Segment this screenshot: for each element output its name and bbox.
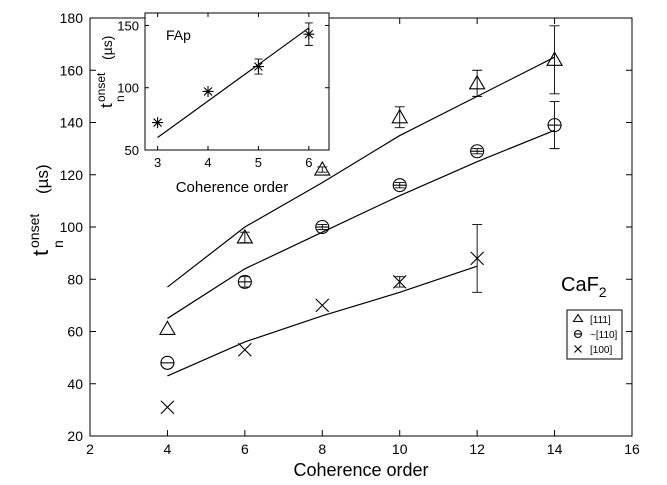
inset-data-markers: [152, 22, 315, 129]
main-error-bar: [549, 25, 560, 95]
inset-y-tick-label: 50: [125, 143, 139, 158]
main-marker-x: [160, 400, 175, 415]
main-marker-x: [392, 274, 407, 289]
inset-marker-asterisk: [303, 28, 315, 40]
main-y-tick-label: 160: [60, 62, 84, 78]
main-x-tick-label: 4: [164, 441, 172, 457]
inset-x-tick-label: 5: [255, 155, 262, 170]
inset-y-tick-label: 150: [117, 18, 139, 33]
inset-x-tick-label: 3: [154, 155, 161, 170]
main-y-tick-label: 40: [67, 376, 83, 392]
main-x-tick-label: 6: [241, 441, 249, 457]
inset-x-tick-label: 6: [305, 155, 312, 170]
main-marker-triangle: [313, 160, 331, 176]
inset-x-tick-label: 4: [204, 155, 211, 170]
main-marker-triangle: [391, 108, 409, 124]
main-marker-x: [470, 251, 485, 266]
main-x-tick-label: 12: [469, 441, 485, 457]
inset-y-label-unit: (µs): [99, 36, 115, 60]
inset-marker-asterisk: [152, 117, 164, 129]
inset-fit-line-0: [157, 27, 310, 139]
main-marker-x: [237, 342, 252, 357]
main-y-tick-label: 180: [60, 10, 84, 26]
main-y-axis-label: t onset n (µs): [26, 164, 66, 256]
main-x-tick-label: 14: [547, 441, 563, 457]
main-marker-triangle: [468, 74, 486, 90]
inset-plot-frame: [144, 12, 330, 151]
main-y-label-sup: onset: [26, 214, 42, 248]
main-marker-circle: [470, 144, 485, 159]
main-marker-circle: [315, 219, 330, 235]
main-fit-line-1: [167, 129, 555, 319]
material-annotation: CaF2: [561, 274, 607, 300]
main-x-tick-label: 2: [86, 441, 94, 457]
main-y-tick-label: 100: [60, 219, 84, 235]
main-y-label-unit: (µs): [33, 164, 52, 194]
legend-marker-circle: [573, 329, 583, 339]
main-data-markers: [158, 25, 564, 415]
inset-y-label-main: t: [97, 103, 116, 108]
main-y-label-main: t: [28, 250, 53, 256]
inset-y-label-sub: n: [113, 95, 127, 102]
legend-marker-triangle: [572, 313, 584, 323]
main-marker-triangle: [236, 228, 254, 244]
inset-fit-lines: [157, 27, 310, 139]
legend-marker-x: [574, 345, 582, 353]
legend: [111] ~[110] [100]: [566, 309, 623, 360]
material-annotation-sub: 2: [599, 284, 607, 300]
main-y-tick-label: 80: [67, 271, 83, 287]
inset-chart: 3 4 5 6 50 100 150 FAp Coherence order t onset…: [94, 12, 330, 196]
main-marker-circle: [392, 178, 407, 193]
material-annotation-main: CaF: [561, 274, 599, 296]
main-fit-lines: [167, 56, 555, 377]
legend-markers: [572, 313, 584, 353]
main-x-axis-label: Coherence order: [293, 460, 428, 480]
main-fit-line-0: [167, 56, 555, 288]
legend-label-100: [100]: [590, 345, 612, 356]
inset-x-axis-label: Coherence order: [176, 179, 289, 196]
main-error-bar: [472, 69, 483, 97]
inset-marker-asterisk: [202, 85, 214, 97]
main-fit-line-2: [167, 265, 478, 377]
inset-y-axis-label: t onset n (µs): [94, 36, 127, 108]
inset-axis-ticks: 3 4 5 6 50 100 150: [117, 13, 329, 170]
main-marker-circle: [237, 274, 252, 289]
inset-y-tick-label: 100: [117, 81, 139, 96]
main-y-tick-label: 120: [60, 167, 84, 183]
inset-marker-asterisk: [252, 61, 264, 73]
main-error-bar: [239, 231, 250, 244]
main-marker-triangle: [158, 320, 176, 335]
legend-label-111: [111]: [590, 315, 611, 326]
main-marker-x: [315, 298, 330, 313]
main-y-label-sub: n: [50, 240, 66, 248]
main-x-tick-label: 8: [318, 441, 326, 457]
main-x-tick-label: 10: [392, 441, 408, 457]
main-axis-ticks: 2 4 6 8 10 12 14 16 20 40 60 80 100 120 140 160 180: [60, 10, 640, 457]
main-y-tick-label: 60: [67, 324, 83, 340]
inset-title: FAp: [166, 27, 191, 43]
main-marker-circle: [160, 355, 175, 370]
main-marker-triangle: [546, 51, 564, 66]
main-y-tick-label: 20: [67, 428, 83, 444]
legend-label-110: ~[110]: [590, 330, 618, 341]
main-marker-circle: [547, 118, 562, 133]
inset-y-label-sup: onset: [94, 72, 108, 102]
main-x-tick-label: 16: [624, 441, 640, 457]
main-y-tick-label: 140: [60, 115, 84, 131]
